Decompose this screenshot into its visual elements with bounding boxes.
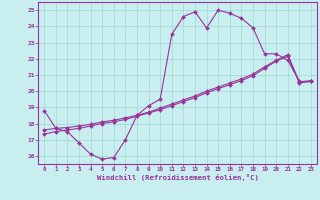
X-axis label: Windchill (Refroidissement éolien,°C): Windchill (Refroidissement éolien,°C)	[97, 174, 259, 181]
